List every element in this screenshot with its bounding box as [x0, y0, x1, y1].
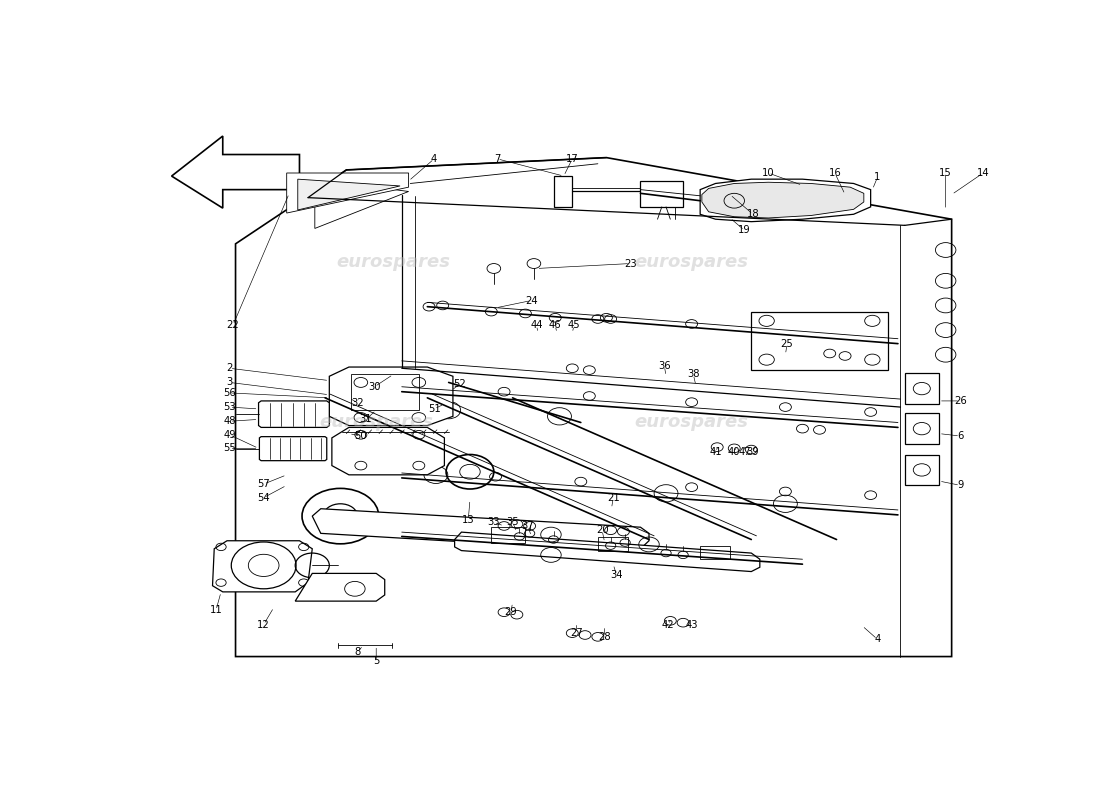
Text: 35: 35 [506, 518, 519, 527]
Text: 16: 16 [828, 168, 842, 178]
Polygon shape [298, 179, 400, 210]
Text: 1: 1 [874, 172, 881, 182]
Text: 54: 54 [257, 493, 270, 502]
Text: 48: 48 [223, 416, 235, 426]
Text: 12: 12 [257, 619, 270, 630]
Text: 3: 3 [227, 378, 233, 387]
Text: 43: 43 [685, 619, 697, 630]
Bar [351, 374, 419, 410]
Text: 33: 33 [487, 518, 500, 527]
Text: 6: 6 [957, 431, 964, 441]
Text: eurospares: eurospares [337, 254, 450, 271]
Text: 55: 55 [223, 443, 235, 454]
Polygon shape [700, 179, 871, 222]
Text: eurospares: eurospares [635, 414, 749, 431]
Polygon shape [553, 176, 572, 207]
Text: 22: 22 [227, 320, 240, 330]
Text: 15: 15 [939, 168, 952, 178]
Text: 51: 51 [428, 404, 440, 414]
Text: 32: 32 [351, 398, 364, 408]
Polygon shape [172, 136, 299, 208]
Text: 52: 52 [453, 379, 466, 390]
Polygon shape [295, 574, 385, 601]
Text: 38: 38 [688, 370, 700, 379]
Text: eurospares: eurospares [635, 254, 749, 271]
Text: 29: 29 [505, 607, 517, 618]
Text: 4: 4 [874, 634, 881, 644]
Polygon shape [287, 173, 408, 213]
Text: 17: 17 [565, 154, 579, 164]
Text: 46: 46 [549, 320, 561, 330]
Text: 57: 57 [257, 479, 270, 489]
Bar [904, 414, 939, 444]
Text: eurospares: eurospares [319, 414, 433, 431]
Text: 26: 26 [954, 396, 967, 406]
Bar [492, 527, 526, 542]
Text: 10: 10 [762, 168, 774, 178]
Text: 41: 41 [710, 447, 722, 457]
Text: 56: 56 [223, 388, 235, 398]
Text: 8: 8 [354, 646, 361, 657]
Text: 25: 25 [781, 338, 793, 349]
Text: 44: 44 [530, 320, 542, 330]
Polygon shape [260, 437, 327, 461]
Polygon shape [332, 427, 444, 475]
Bar [751, 311, 888, 370]
Polygon shape [235, 158, 952, 657]
Text: 13: 13 [462, 515, 474, 525]
Polygon shape [702, 182, 864, 218]
Text: 30: 30 [368, 382, 381, 392]
Bar [904, 454, 939, 486]
Polygon shape [323, 194, 400, 222]
Text: 42: 42 [661, 619, 674, 630]
Text: 36: 36 [658, 361, 671, 371]
Text: 27: 27 [570, 628, 583, 638]
Text: 14: 14 [977, 168, 990, 178]
Text: 18: 18 [747, 210, 759, 219]
Text: 34: 34 [610, 570, 623, 580]
Text: 7: 7 [494, 154, 501, 164]
Text: 37: 37 [521, 521, 535, 531]
Polygon shape [312, 509, 649, 552]
Text: 20: 20 [596, 526, 608, 535]
Text: 53: 53 [223, 402, 235, 412]
Bar [904, 373, 939, 404]
Text: 39: 39 [747, 447, 759, 457]
Text: 2: 2 [227, 363, 233, 374]
Text: 5: 5 [373, 657, 380, 666]
Bar [598, 537, 628, 550]
Text: 4: 4 [431, 154, 438, 164]
Text: 50: 50 [354, 431, 367, 441]
Text: 21: 21 [607, 493, 619, 502]
Text: 31: 31 [360, 414, 372, 424]
Text: 9: 9 [957, 480, 964, 490]
Polygon shape [640, 181, 683, 207]
Text: 19: 19 [738, 226, 751, 235]
Text: 24: 24 [525, 295, 538, 306]
Text: 47: 47 [738, 447, 751, 457]
Text: 45: 45 [568, 320, 581, 330]
Polygon shape [315, 179, 408, 229]
Polygon shape [454, 532, 760, 571]
Bar [700, 546, 730, 559]
Polygon shape [329, 367, 453, 426]
Text: 40: 40 [728, 447, 740, 457]
Text: 49: 49 [223, 430, 235, 440]
Text: 28: 28 [598, 632, 611, 642]
Text: 23: 23 [624, 258, 637, 269]
Polygon shape [212, 541, 312, 592]
Text: 11: 11 [210, 606, 222, 615]
Polygon shape [258, 401, 329, 427]
